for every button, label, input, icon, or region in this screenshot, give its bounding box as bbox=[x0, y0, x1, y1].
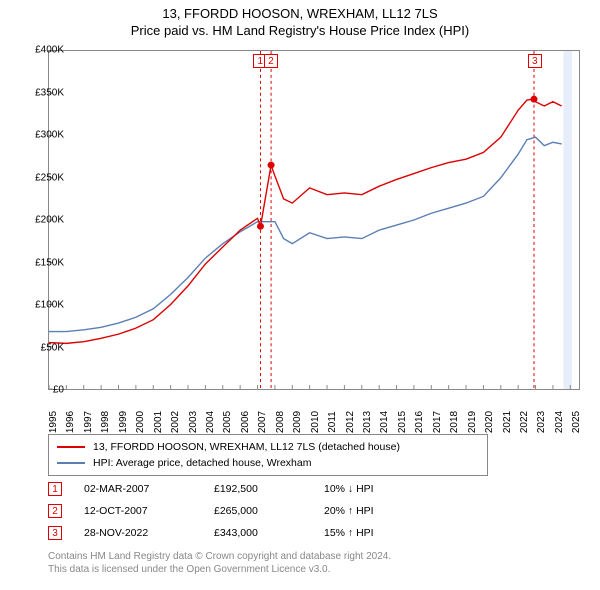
x-tick-label: 1997 bbox=[83, 411, 94, 433]
x-tick-label: 2016 bbox=[414, 411, 425, 433]
transaction-marker-number: 3 bbox=[528, 54, 542, 68]
transaction-diff: 15% ↑ HPI bbox=[324, 527, 434, 539]
plot-svg bbox=[49, 51, 579, 389]
y-tick-label: £200K bbox=[18, 215, 64, 226]
transaction-date: 12-OCT-2007 bbox=[84, 505, 214, 517]
transactions-table: 1 02-MAR-2007£192,50010% ↓ HPI 2 12-OCT-200… bbox=[48, 478, 434, 544]
x-tick-label: 2015 bbox=[397, 411, 408, 433]
transaction-date: 02-MAR-2007 bbox=[84, 483, 214, 495]
legend-row: 13, FFORDD HOOSON, WREXHAM, LL12 7LS (de… bbox=[57, 439, 479, 455]
x-tick-label: 2013 bbox=[362, 411, 373, 433]
x-tick-label: 2021 bbox=[502, 411, 513, 433]
plot-area bbox=[48, 50, 580, 390]
x-tick-label: 2010 bbox=[310, 411, 321, 433]
x-tick-label: 2023 bbox=[536, 411, 547, 433]
legend-row: HPI: Average price, detached house, Wrex… bbox=[57, 455, 479, 471]
transaction-diff: 10% ↓ HPI bbox=[324, 483, 434, 495]
legend-label: 13, FFORDD HOOSON, WREXHAM, LL12 7LS (de… bbox=[93, 441, 400, 453]
transaction-price: £265,000 bbox=[214, 505, 324, 517]
y-tick-label: £150K bbox=[18, 257, 64, 268]
transaction-number: 2 bbox=[48, 504, 62, 518]
transaction-row: 2 12-OCT-2007£265,00020% ↑ HPI bbox=[48, 500, 434, 522]
x-tick-label: 2020 bbox=[484, 411, 495, 433]
transaction-row: 3 28-NOV-2022£343,00015% ↑ HPI bbox=[48, 522, 434, 544]
y-tick-label: £300K bbox=[18, 130, 64, 141]
title-block: 13, FFORDD HOOSON, WREXHAM, LL12 7LS Pri… bbox=[0, 0, 600, 38]
x-tick-label: 2003 bbox=[188, 411, 199, 433]
x-tick-label: 1998 bbox=[100, 411, 111, 433]
chart-container: 13, FFORDD HOOSON, WREXHAM, LL12 7LS Pri… bbox=[0, 0, 600, 590]
x-tick-label: 2001 bbox=[153, 411, 164, 433]
transaction-row: 1 02-MAR-2007£192,50010% ↓ HPI bbox=[48, 478, 434, 500]
legend-swatch bbox=[57, 462, 85, 464]
title-line-1: 13, FFORDD HOOSON, WREXHAM, LL12 7LS bbox=[0, 6, 600, 21]
transaction-marker-number: 2 bbox=[264, 54, 278, 68]
x-tick-label: 2004 bbox=[205, 411, 216, 433]
transaction-price: £192,500 bbox=[214, 483, 324, 495]
x-tick-label: 2000 bbox=[135, 411, 146, 433]
x-tick-label: 1999 bbox=[118, 411, 129, 433]
footer-line-1: Contains HM Land Registry data © Crown c… bbox=[48, 550, 391, 563]
footer-line-2: This data is licensed under the Open Gov… bbox=[48, 563, 391, 576]
x-axis-labels: 1995 1996 1997 1998 1999 2000 2001 2002 2003 2004… bbox=[48, 392, 580, 432]
transaction-number: 3 bbox=[48, 526, 62, 540]
x-tick-label: 2022 bbox=[519, 411, 530, 433]
transaction-price: £343,000 bbox=[214, 527, 324, 539]
title-line-2: Price paid vs. HM Land Registry's House … bbox=[0, 23, 600, 38]
x-tick-label: 2006 bbox=[240, 411, 251, 433]
x-tick-label: 2025 bbox=[571, 411, 582, 433]
transaction-diff: 20% ↑ HPI bbox=[324, 505, 434, 517]
x-tick-label: 2018 bbox=[449, 411, 460, 433]
transaction-date: 28-NOV-2022 bbox=[84, 527, 214, 539]
y-tick-label: £400K bbox=[18, 45, 64, 56]
x-tick-label: 2008 bbox=[275, 411, 286, 433]
x-tick-label: 2007 bbox=[257, 411, 268, 433]
x-tick-label: 2014 bbox=[379, 411, 390, 433]
x-tick-label: 2019 bbox=[467, 411, 478, 433]
x-tick-label: 2012 bbox=[345, 411, 356, 433]
legend: 13, FFORDD HOOSON, WREXHAM, LL12 7LS (de… bbox=[48, 434, 488, 476]
transaction-number: 1 bbox=[48, 482, 62, 496]
x-tick-label: 1995 bbox=[48, 411, 59, 433]
x-tick-label: 2005 bbox=[222, 411, 233, 433]
x-tick-label: 2011 bbox=[327, 411, 338, 433]
x-tick-label: 2002 bbox=[170, 411, 181, 433]
x-tick-label: 2009 bbox=[292, 411, 303, 433]
y-tick-label: £100K bbox=[18, 300, 64, 311]
x-tick-label: 2024 bbox=[554, 411, 565, 433]
y-tick-label: £350K bbox=[18, 87, 64, 98]
legend-swatch bbox=[57, 446, 85, 448]
x-tick-label: 1996 bbox=[65, 411, 76, 433]
y-tick-label: £250K bbox=[18, 172, 64, 183]
legend-label: HPI: Average price, detached house, Wrex… bbox=[93, 457, 312, 469]
x-tick-label: 2017 bbox=[432, 411, 443, 433]
y-tick-label: £50K bbox=[18, 342, 64, 353]
footer-attribution: Contains HM Land Registry data © Crown c… bbox=[48, 550, 391, 576]
